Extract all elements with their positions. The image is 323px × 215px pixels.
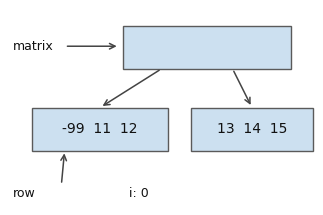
Bar <box>32 108 168 150</box>
Text: i: 0: i: 0 <box>129 187 149 200</box>
Text: 13  14  15: 13 14 15 <box>217 122 287 136</box>
Bar <box>123 26 291 69</box>
Text: -99  11  12: -99 11 12 <box>62 122 138 136</box>
Bar <box>191 108 313 150</box>
Text: matrix: matrix <box>13 40 54 53</box>
Text: row: row <box>13 187 36 200</box>
